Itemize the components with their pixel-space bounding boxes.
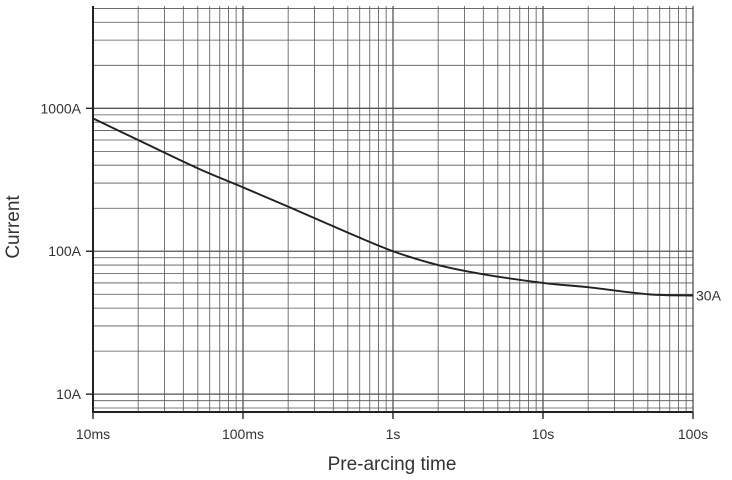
x-axis-title: Pre-arcing time [328, 454, 457, 475]
plot-frame [86, 6, 694, 419]
y-tick-label: 100A [48, 243, 81, 259]
curves [92, 117, 694, 297]
x-tick-label: 10s [532, 426, 555, 442]
x-tick-label: 100s [678, 426, 708, 442]
y-tick-label: 1000A [41, 100, 82, 116]
series-label: 30A [696, 288, 722, 304]
grid [92, 6, 693, 412]
x-tick-label: 100ms [222, 426, 264, 442]
x-tick-labels: 10ms 100ms 1s 10s 100s [76, 426, 708, 442]
series-labels: 30A [696, 288, 722, 304]
y-tick-labels: 10A 100A 1000A [41, 100, 82, 402]
x-tick-label: 10ms [76, 426, 110, 442]
x-tick-label: 1s [386, 426, 401, 442]
series-curve [92, 117, 694, 297]
y-tick-label: 10A [56, 386, 82, 402]
y-axis-title: Current [3, 195, 24, 259]
